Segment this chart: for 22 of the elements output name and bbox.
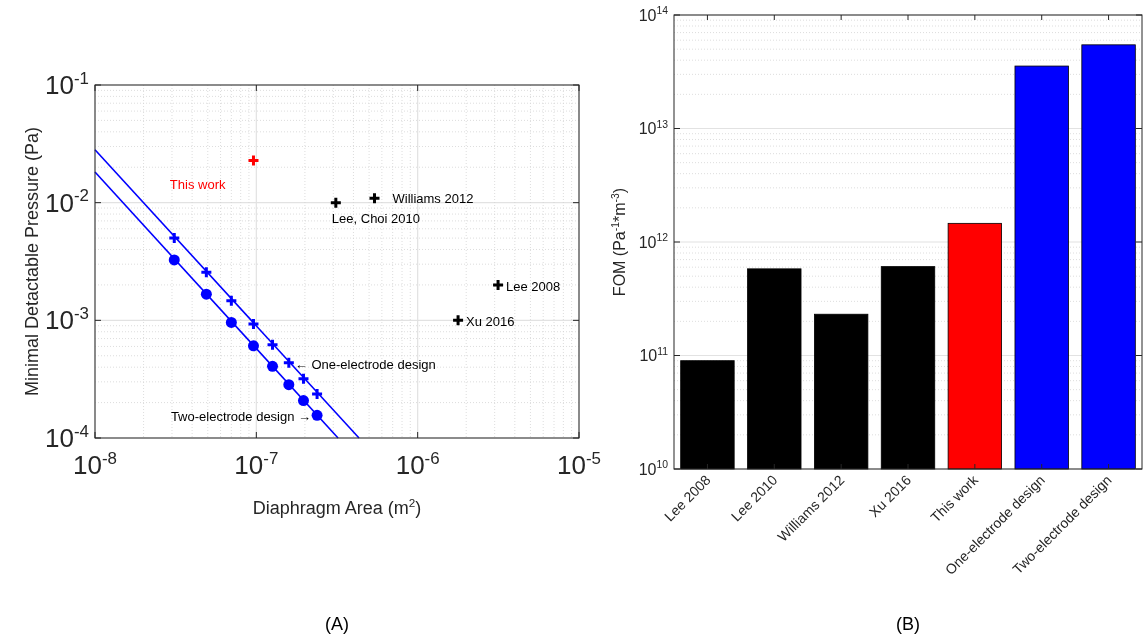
y-tick-label: 10$^{13}$: [638, 118, 669, 138]
y-axis-title: Minimal Detactable Pressure (Pa): [22, 126, 42, 397]
annotation: ← One-electrode design: [294, 356, 436, 372]
x-tick-label: 10$^{-6}$: [395, 448, 440, 480]
y-tick-label: 10$^{10}$: [638, 459, 669, 478]
text: This work: [169, 176, 226, 192]
text: (B): [896, 614, 920, 634]
annotation: Lee 2008: [506, 278, 561, 294]
y-tick-label: 10$^{11}$: [639, 345, 669, 365]
annotation: Xu 2016: [466, 314, 515, 330]
text: (A): [325, 614, 349, 634]
y-tick-label: 10$^{-1}$: [45, 68, 89, 101]
x-tick-label: 10$^{-7}$: [234, 448, 279, 480]
x-tick-label: 10$^{-5}$: [557, 448, 601, 480]
annotation: Lee, Choi 2010: [331, 210, 421, 226]
annotation: Two-electrode design →: [170, 409, 312, 425]
y-tick-label: 10$^{-3}$: [45, 304, 89, 336]
y-tick-label: 10$^{-2}$: [45, 186, 89, 218]
annotation: Williams 2012: [392, 191, 474, 207]
x-axis-title: Diaphragm Area (m$^{2}$): [252, 495, 422, 518]
y-tick-label: 10$^{14}$: [638, 5, 669, 24]
y-tick-label: 10$^{12}$: [638, 232, 669, 251]
